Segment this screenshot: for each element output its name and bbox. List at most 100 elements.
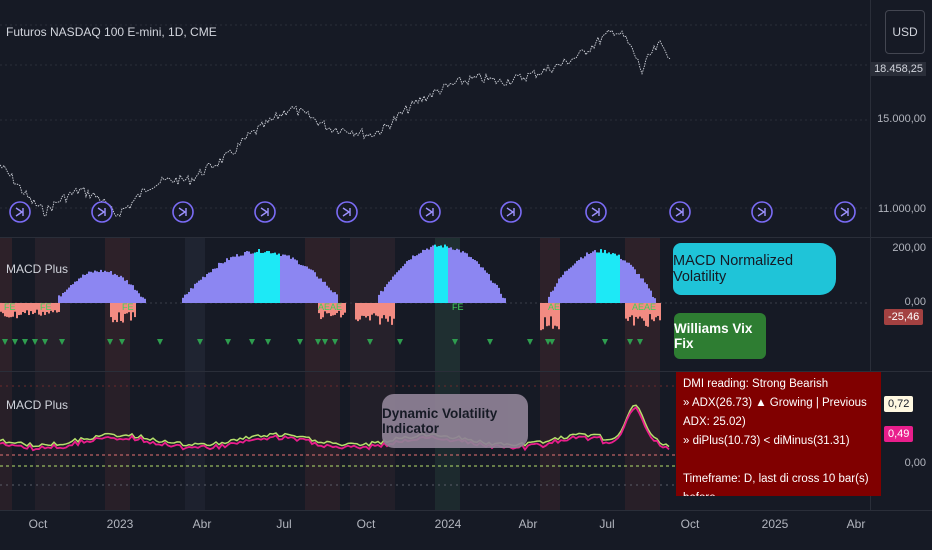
macd-hist-bar [186, 294, 188, 303]
macd-hist-neg-bar [324, 303, 326, 312]
wvf-signal-triangle [315, 339, 321, 345]
macd-hist-bar [550, 291, 552, 303]
macd-hist-bar [108, 272, 110, 303]
macd-hist-bar [128, 284, 130, 303]
macd-hist-bar [80, 277, 82, 303]
macd-hist-bar [418, 253, 420, 303]
macd-hist-neg-bar [6, 303, 8, 317]
macd-hist-neg-bar [651, 303, 653, 320]
macd-hist-bar [60, 296, 62, 303]
macd-hist-bar [322, 281, 324, 303]
macd-hist-bar [206, 273, 208, 303]
macd-hist-bar [446, 246, 448, 303]
macd-hist-neg-bar [332, 303, 334, 316]
price-label-11000: 11.000,00 [877, 203, 926, 215]
macd-hist-bar [248, 251, 250, 303]
macd-hist-bar [488, 274, 490, 303]
macd-hist-bar [250, 253, 252, 303]
macd-hist-bar [96, 271, 98, 303]
macd-hist-neg-bar [344, 303, 346, 313]
macd-hist-bar [240, 255, 242, 303]
macd-hist-bar [266, 251, 268, 303]
event-icon [500, 201, 522, 223]
macd-hist-bar [556, 283, 558, 303]
macd-hist-neg-bar [544, 303, 546, 318]
macd-hist-bar [646, 284, 648, 303]
macd-hist-bar [384, 286, 386, 303]
macd-hist-bar [582, 258, 584, 303]
macd-hist-neg-bar [357, 303, 359, 322]
macd-hist-bar [334, 292, 336, 303]
macd-hist-bar [494, 283, 496, 303]
macd-hist-bar [388, 281, 390, 303]
macd-hist-bar [306, 266, 308, 303]
currency-button[interactable]: USD [885, 10, 925, 54]
macd-hist-neg-bar [330, 303, 332, 317]
macd-hist-bar [142, 297, 144, 303]
macd-hist-neg-bar [322, 303, 324, 318]
macd-hist-bar [212, 268, 214, 303]
macd-hist-bar [242, 255, 244, 303]
macd-hist-bar [284, 254, 286, 303]
macd-hist-bar [278, 253, 280, 303]
macd-hist-bar [114, 273, 116, 303]
macd-hist-neg-bar [326, 303, 328, 314]
pane-divider-1[interactable] [0, 237, 932, 238]
macd-hist-bar [310, 269, 312, 303]
pane-divider-2[interactable] [0, 371, 932, 372]
macd-hist-bar [442, 247, 444, 303]
pane2-shade [35, 372, 70, 510]
macd-hist-bar [566, 270, 568, 303]
macd-hist-neg-bar [4, 303, 6, 317]
macd-hist-bar [116, 275, 118, 303]
dvi-line-1 [0, 404, 670, 448]
macd-hist-bar [244, 252, 246, 303]
signal-label: AE [548, 302, 560, 312]
pane2-value-tag-1: 0,72 [884, 396, 914, 412]
time-axis[interactable]: Oct 2023 Abr Jul Oct 2024 Abr Jul Oct 20… [0, 510, 932, 550]
macd-hist-neg-bar [134, 303, 136, 318]
macd-hist-bar [118, 276, 120, 303]
macd-hist-neg-bar [554, 303, 556, 326]
macd-hist-bar [120, 275, 122, 303]
macd-hist-neg-bar [50, 303, 52, 311]
macd-hist-bar [224, 262, 226, 303]
wvf-signal-triangle [59, 339, 65, 345]
macd-hist-neg-bar [558, 303, 560, 330]
macd-hist-bar [252, 253, 254, 303]
dmi-line-1: DMI reading: Strong Bearish [683, 378, 829, 390]
macd-hist-bar [632, 266, 634, 303]
pane1-indicator-name[interactable]: MACD Plus [6, 262, 69, 276]
macd-hist-neg-bar [122, 303, 124, 323]
macd-hist-neg-bar [635, 303, 637, 317]
chart-canvas[interactable]: FE FE FE AEAE FE AE AEAE [0, 0, 870, 510]
macd-hist-neg-bar [627, 303, 629, 321]
macd-hist-bar [280, 256, 282, 303]
macd-hist-bar [264, 252, 266, 303]
wvf-signal-triangle [32, 339, 38, 345]
macd-hist-bar [64, 291, 66, 303]
macd-hist-bar [282, 254, 284, 303]
symbol-title[interactable]: Futuros NASDAQ 100 E-mini, 1D, CME [6, 25, 217, 39]
macd-hist-neg-bar [637, 303, 639, 319]
macd-hist-neg-bar [48, 303, 50, 314]
macd-hist-bar [410, 259, 412, 303]
macd-hist-neg-bar [381, 303, 383, 319]
macd-hist-bar [428, 249, 430, 303]
macd-hist-neg-bar [385, 303, 387, 319]
pane2-indicator-name[interactable]: MACD Plus [6, 398, 69, 412]
macd-hist-bar [330, 290, 332, 303]
macd-hist-bar [300, 264, 302, 303]
macd-hist-bar [138, 293, 140, 303]
dmi-info-box: DMI reading: Strong Bearish » ADX(26.73)… [676, 372, 881, 496]
macd-hist-bar [288, 255, 290, 303]
macd-hist-bar [232, 256, 234, 303]
time-label-oct-2023: Oct [356, 517, 376, 531]
macd-hist-bar [416, 255, 418, 303]
macd-hist-bar [70, 285, 72, 303]
macd-hist-bar [104, 270, 106, 303]
price-axis[interactable]: 18.458,25 15.000,00 11.000,00 200,00 0,0… [870, 0, 932, 510]
chart-area[interactable]: FE FE FE AEAE FE AE AEAE [0, 0, 870, 510]
macd-hist-bar [430, 246, 432, 303]
macd-hist-bar [596, 252, 598, 303]
